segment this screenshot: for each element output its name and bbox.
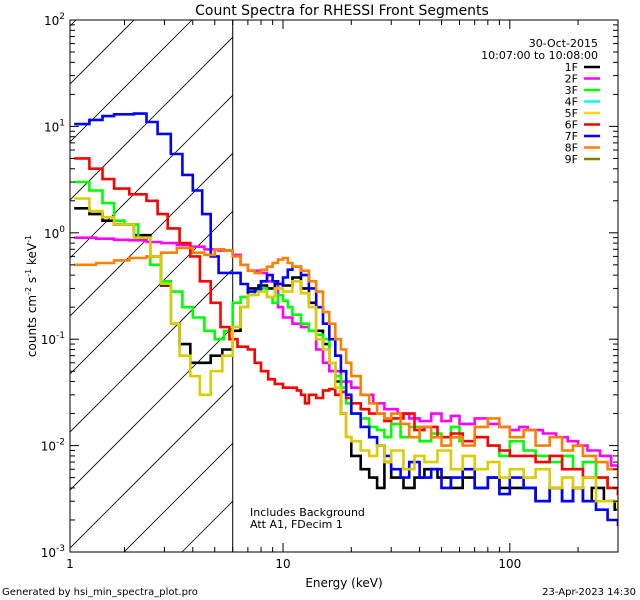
legend-label: 5F: [565, 107, 578, 120]
hatch-line: [70, 152, 233, 317]
hatch-line: [70, 20, 193, 143]
y-tick-label-base: 10: [44, 14, 59, 28]
y-tick-label-exponent: -3: [56, 544, 65, 554]
y-tick-label-base: 10: [44, 227, 59, 241]
x-tick-label: 1: [66, 557, 74, 571]
y-axis-label-exp: -2: [24, 287, 33, 295]
x-tick-label: 10: [275, 557, 290, 571]
annotation-attenuator: Att A1, FDecim 1: [250, 518, 343, 531]
legend-label: 9F: [565, 153, 578, 166]
x-tick-label: 100: [498, 557, 521, 571]
legend-label: 7F: [565, 130, 578, 143]
y-tick-label-base: 10: [41, 440, 56, 454]
legend-label: 2F: [565, 73, 578, 86]
plot-frame: [69, 19, 619, 553]
hatch-line: [70, 36, 233, 201]
y-axis-label-exp: -1: [24, 235, 33, 243]
series-5F-trace: [74, 197, 618, 511]
x-axis-label: Energy (keV): [305, 576, 382, 590]
hatch-line: [0, 0, 46, 552]
y-tick-label-base: 10: [41, 546, 56, 560]
svg-text:counts cm-2 s-1 keV-1: counts cm-2 s-1 keV-1: [24, 235, 39, 357]
hatch-line: [70, 210, 233, 375]
y-tick-label-base: 10: [44, 120, 59, 134]
y-tick-label-exponent: 0: [59, 225, 65, 235]
footer-generated-by: Generated by hsi_min_spectra_plot.pro: [2, 587, 198, 598]
x-tick-labels: 1 10 100: [66, 557, 521, 571]
chart-title: Count Spectra for RHESSI Front Segments: [195, 3, 489, 19]
series-8F: [74, 246, 618, 479]
legend-label: 8F: [565, 142, 578, 155]
y-tick-label-exponent: 2: [59, 12, 65, 22]
y-axis-label-unit: counts cm: [25, 295, 39, 357]
y-axis-label-unit: keV: [25, 242, 39, 269]
axis-ticks: [70, 19, 619, 553]
y-tick-label: 10-3: [41, 544, 65, 560]
hatch-line: [70, 20, 77, 27]
series-2F: [74, 236, 618, 471]
series-layer: [74, 112, 618, 527]
info-date: 30-Oct-2015: [529, 37, 598, 50]
legend-label: 6F: [565, 119, 578, 132]
y-tick-label-exponent: -2: [56, 438, 65, 448]
hatch-line: [70, 384, 233, 549]
y-tick-label: 10-1: [41, 331, 65, 347]
y-tick-label-exponent: 1: [59, 118, 65, 128]
series-6F: [74, 157, 618, 496]
y-tick-label-exponent: -1: [56, 331, 65, 341]
legend-label: 4F: [565, 96, 578, 109]
series-3F: [74, 180, 618, 496]
y-tick-label: 102: [44, 12, 65, 28]
hatch-line: [414, 0, 640, 552]
hatch-line: [123, 442, 233, 552]
y-tick-label: 101: [44, 118, 65, 134]
y-tick-label-base: 10: [41, 333, 56, 347]
y-tick-label: 10-2: [41, 438, 65, 454]
y-axis-label: counts cm-2 s-1 keV-1: [24, 235, 39, 357]
legend-label: 3F: [565, 84, 578, 97]
info-time-range: 10:07:00 to 10:08:00: [481, 49, 598, 62]
y-axis-label-exp: -1: [24, 269, 33, 277]
hatch-line: [70, 326, 233, 491]
y-tick-label: 100: [44, 225, 65, 241]
y-axis-label-unit: s: [25, 277, 39, 287]
footer-timestamp: 23-Apr-2023 14:30: [542, 587, 636, 598]
annotation-background: Includes Background: [250, 506, 365, 519]
legend-label: 1F: [565, 61, 578, 74]
